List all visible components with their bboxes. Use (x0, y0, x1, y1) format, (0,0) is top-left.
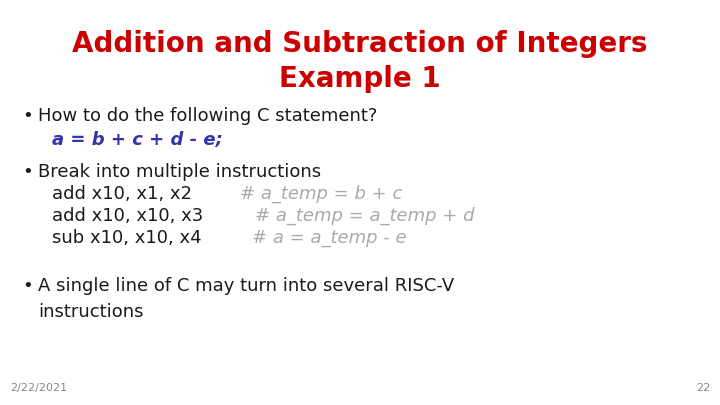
Text: Example 1: Example 1 (279, 65, 441, 93)
Text: 22: 22 (696, 383, 710, 393)
Text: # a = a_temp - e: # a = a_temp - e (253, 229, 407, 247)
Text: A single line of C may turn into several RISC-V
instructions: A single line of C may turn into several… (38, 277, 454, 322)
Text: •: • (22, 277, 32, 295)
Text: add x10, x1, x2: add x10, x1, x2 (52, 185, 198, 203)
Text: sub x10, x10, x4: sub x10, x10, x4 (52, 229, 207, 247)
Text: # a_temp = a_temp + d: # a_temp = a_temp + d (255, 207, 474, 225)
Text: add x10, x10, x3: add x10, x10, x3 (52, 207, 209, 225)
Text: Addition and Subtraction of Integers: Addition and Subtraction of Integers (72, 30, 648, 58)
Text: 2/22/2021: 2/22/2021 (10, 383, 67, 393)
Text: How to do the following C statement?: How to do the following C statement? (38, 107, 377, 125)
Text: Break into multiple instructions: Break into multiple instructions (38, 163, 321, 181)
Text: a = b + c + d - e;: a = b + c + d - e; (52, 131, 223, 149)
Text: # a_temp = b + c: # a_temp = b + c (240, 185, 402, 203)
Text: •: • (22, 163, 32, 181)
Text: •: • (22, 107, 32, 125)
